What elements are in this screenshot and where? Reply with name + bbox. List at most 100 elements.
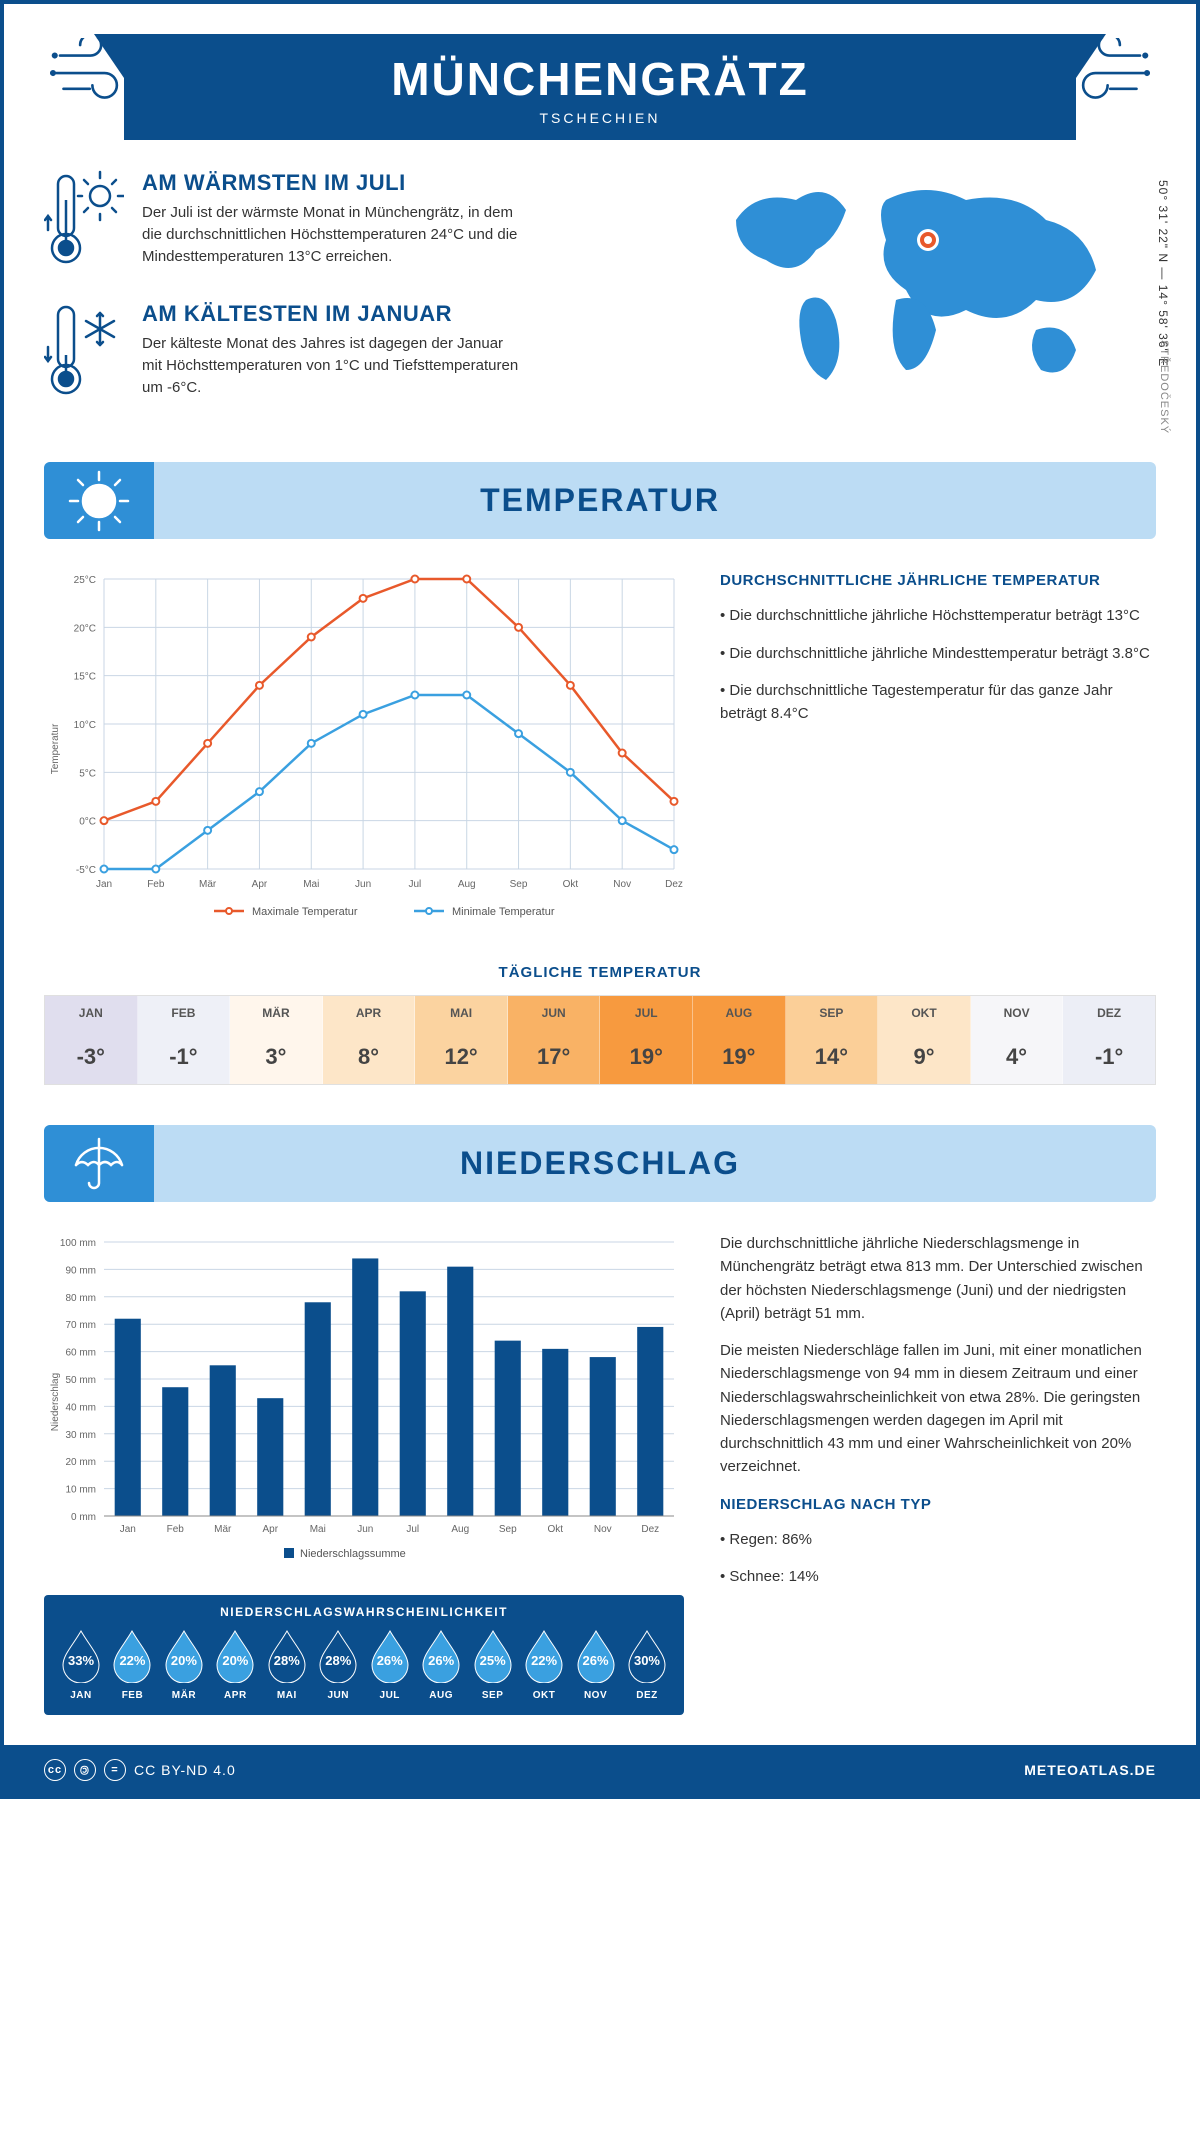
precip-drop: 20% MÄR [161, 1629, 207, 1701]
section-header-precipitation: NIEDERSCHLAG [44, 1125, 1156, 1202]
daily-month-label: JAN [45, 996, 137, 1030]
daily-cell: AUG19° [693, 996, 786, 1084]
intro-row: AM WÄRMSTEN IM JULI Der Juli ist der wär… [44, 170, 1156, 432]
drop-pct: 22% [109, 1653, 155, 1668]
svg-text:Okt: Okt [547, 1524, 563, 1535]
daily-cell: OKT9° [878, 996, 971, 1084]
daily-temp-value: 9° [878, 1030, 970, 1084]
daily-month-label: NOV [971, 996, 1063, 1030]
drop-month: MÄR [161, 1690, 207, 1701]
temperature-summary: DURCHSCHNITTLICHE JÄHRLICHE TEMPERATUR •… [720, 569, 1156, 934]
svg-text:Jul: Jul [406, 1524, 419, 1535]
svg-text:Feb: Feb [147, 879, 165, 890]
daily-temp-grid: JAN-3°FEB-1°MÄR3°APR8°MAI12°JUN17°JUL19°… [44, 995, 1156, 1085]
svg-text:50 mm: 50 mm [65, 1375, 96, 1386]
svg-text:30 mm: 30 mm [65, 1430, 96, 1441]
drop-pct: 22% [521, 1653, 567, 1668]
drop-pct: 28% [264, 1653, 310, 1668]
daily-month-label: FEB [138, 996, 230, 1030]
daily-cell: APR8° [323, 996, 416, 1084]
svg-text:40 mm: 40 mm [65, 1402, 96, 1413]
daily-month-label: MÄR [230, 996, 322, 1030]
daily-temp-value: 8° [323, 1030, 415, 1084]
daily-month-label: JUN [508, 996, 600, 1030]
drop-month: APR [212, 1690, 258, 1701]
section-header-temperature: TEMPERATUR [44, 462, 1156, 539]
svg-text:70 mm: 70 mm [65, 1320, 96, 1331]
svg-text:Mai: Mai [303, 879, 319, 890]
temp-side-heading: DURCHSCHNITTLICHE JÄHRLICHE TEMPERATUR [720, 569, 1156, 592]
svg-text:Aug: Aug [458, 879, 476, 890]
svg-text:Jan: Jan [96, 879, 112, 890]
precip-drop: 26% AUG [418, 1629, 464, 1701]
footer: cc 🄯 = CC BY-ND 4.0 METEOATLAS.DE [4, 1745, 1196, 1795]
daily-month-label: OKT [878, 996, 970, 1030]
sun-icon [44, 462, 154, 539]
precip-text: Die durchschnittliche jährliche Niedersc… [720, 1232, 1156, 1325]
svg-text:Minimale Temperatur: Minimale Temperatur [452, 906, 555, 918]
drop-month: JUN [315, 1690, 361, 1701]
nd-icon: = [104, 1759, 126, 1781]
svg-text:Nov: Nov [613, 879, 631, 890]
precip-drop: 33% JAN [58, 1629, 104, 1701]
temperature-line-chart: -5°C0°C5°C10°C15°C20°C25°CJanFebMärAprMa… [44, 569, 684, 934]
svg-text:Mär: Mär [199, 879, 217, 890]
umbrella-icon [44, 1125, 154, 1202]
daily-cell: NOV4° [971, 996, 1064, 1084]
temperature-title: TEMPERATUR [44, 482, 1156, 519]
precipitation-summary: Die durchschnittliche jährliche Niedersc… [720, 1232, 1156, 1715]
precip-drop: 28% JUN [315, 1629, 361, 1701]
precip-drop: 28% MAI [264, 1629, 310, 1701]
title-banner: MÜNCHENGRÄTZ TSCHECHIEN [124, 34, 1076, 140]
daily-month-label: MAI [415, 996, 507, 1030]
drop-pct: 30% [624, 1653, 670, 1668]
temperature-chart-row: -5°C0°C5°C10°C15°C20°C25°CJanFebMärAprMa… [44, 569, 1156, 934]
svg-text:Mai: Mai [310, 1524, 326, 1535]
precip-type-heading: NIEDERSCHLAG NACH TYP [720, 1493, 1156, 1516]
svg-text:0°C: 0°C [79, 817, 96, 828]
daily-month-label: SEP [786, 996, 878, 1030]
daily-temp-value: -3° [45, 1030, 137, 1084]
daily-temp-value: 19° [693, 1030, 785, 1084]
world-map-icon [716, 170, 1156, 395]
drop-month: MAI [264, 1690, 310, 1701]
thermometer-hot-icon [44, 170, 124, 275]
svg-text:10°C: 10°C [74, 720, 96, 731]
daily-temp-title: TÄGLICHE TEMPERATUR [44, 964, 1156, 981]
drop-pct: 20% [212, 1653, 258, 1668]
svg-text:90 mm: 90 mm [65, 1265, 96, 1276]
precip-prob-title: NIEDERSCHLAGSWAHRSCHEINLICHKEIT [58, 1605, 670, 1619]
svg-text:5°C: 5°C [79, 768, 96, 779]
daily-cell: JAN-3° [45, 996, 138, 1084]
svg-text:80 mm: 80 mm [65, 1293, 96, 1304]
daily-cell: MAI12° [415, 996, 508, 1084]
drop-pct: 28% [315, 1653, 361, 1668]
svg-text:20°C: 20°C [74, 623, 96, 634]
svg-text:Jun: Jun [357, 1524, 373, 1535]
temp-bullet: • Die durchschnittliche jährliche Mindes… [720, 642, 1156, 665]
country-subtitle: TSCHECHIEN [124, 110, 1076, 126]
svg-text:Dez: Dez [665, 879, 683, 890]
fact-coldest: AM KÄLTESTEN IM JANUAR Der kälteste Mona… [44, 301, 676, 406]
drop-pct: 26% [418, 1653, 464, 1668]
drop-pct: 26% [367, 1653, 413, 1668]
fact-cold-text: Der kälteste Monat des Jahres ist dagege… [142, 333, 522, 398]
drop-month: OKT [521, 1690, 567, 1701]
svg-text:Apr: Apr [262, 1524, 278, 1535]
svg-text:10 mm: 10 mm [65, 1485, 96, 1496]
svg-text:Mär: Mär [214, 1524, 232, 1535]
drop-pct: 25% [470, 1653, 516, 1668]
precip-drop: 22% FEB [109, 1629, 155, 1701]
temp-bullet: • Die durchschnittliche jährliche Höchst… [720, 604, 1156, 627]
svg-text:Sep: Sep [510, 879, 528, 890]
daily-month-label: APR [323, 996, 415, 1030]
svg-text:Sep: Sep [499, 1524, 517, 1535]
svg-text:Jun: Jun [355, 879, 371, 890]
daily-temp-value: -1° [1063, 1030, 1155, 1084]
precip-drop: 20% APR [212, 1629, 258, 1701]
svg-text:Nov: Nov [594, 1524, 612, 1535]
daily-cell: JUN17° [508, 996, 601, 1084]
drop-month: DEZ [624, 1690, 670, 1701]
svg-text:Apr: Apr [252, 879, 268, 890]
license-text: CC BY-ND 4.0 [134, 1762, 236, 1778]
